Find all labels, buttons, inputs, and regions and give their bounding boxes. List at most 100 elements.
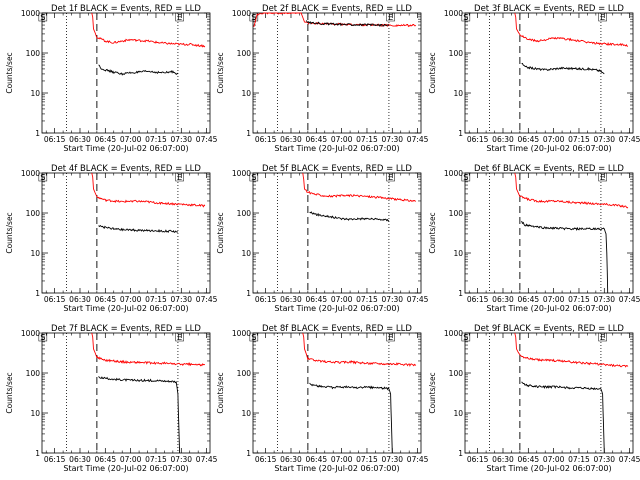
x-axis-label: Start Time (20-Jul-02 06:07:00)	[274, 144, 399, 153]
interval-marker-box	[249, 172, 259, 182]
x-tick-label: 06:15	[255, 295, 277, 304]
series-line-events	[521, 62, 605, 75]
x-tick-label: 06:15	[255, 455, 277, 464]
x-tick-label: 06:30	[280, 295, 302, 304]
y-tick-label: 1000	[21, 169, 40, 178]
interval-marker-box	[598, 332, 607, 342]
x-tick-label: 06:45	[95, 455, 117, 464]
x-tick-label: 06:45	[518, 295, 540, 304]
x-tick-label: 06:45	[306, 135, 328, 144]
interval-marker-label: S	[40, 173, 45, 182]
y-tick-label: 100	[26, 49, 41, 58]
x-axis-label: Start Time (20-Jul-02 06:07:00)	[63, 144, 188, 153]
x-tick-label: 07:00	[331, 295, 353, 304]
x-tick-label: 07:45	[619, 295, 640, 304]
panel-title: Det 1f BLACK = Events, RED = LLD	[51, 4, 201, 14]
x-axis-label: Start Time (20-Jul-02 06:07:00)	[486, 144, 611, 153]
detector-panel-6: Det 6f BLACK = Events, RED = LLD 1 10 100 10…	[428, 164, 640, 313]
x-tick-label: 07:00	[120, 295, 142, 304]
y-tick-label: 10	[241, 89, 251, 98]
y-tick-label: 1000	[444, 9, 463, 18]
interval-marker-label: E	[388, 333, 393, 342]
y-tick-label: 1	[246, 289, 251, 298]
interval-marker-box	[38, 332, 48, 342]
x-tick-label: 06:15	[44, 135, 66, 144]
series-line-events	[98, 225, 179, 234]
series-line-lld	[302, 172, 417, 202]
y-tick-label: 10	[30, 409, 40, 418]
y-axis-label: Counts/sec	[428, 372, 437, 413]
detector-panel-1: Det 1f BLACK = Events, RED = LLD 1 10 100 10…	[5, 4, 218, 153]
interval-marker-label: S	[463, 173, 468, 182]
x-tick-label: 07:15	[356, 455, 378, 464]
x-tick-label: 07:45	[196, 455, 218, 464]
y-tick-label: 100	[237, 369, 252, 378]
plot-frame	[41, 172, 211, 294]
x-tick-label: 07:45	[407, 455, 429, 464]
interval-marker-box	[386, 332, 395, 342]
x-tick-label: 07:15	[568, 295, 590, 304]
series-line-lld	[514, 172, 629, 209]
series-line-events	[98, 376, 181, 454]
x-axis-label: Start Time (20-Jul-02 06:07:00)	[274, 464, 399, 473]
x-tick-label: 07:30	[170, 135, 192, 144]
y-tick-label: 1	[458, 289, 463, 298]
interval-marker-box	[598, 172, 607, 182]
y-axis-label: Counts/sec	[216, 372, 225, 413]
plot-frame	[252, 172, 422, 294]
x-tick-label: 06:30	[69, 135, 91, 144]
series-line-lld	[514, 332, 629, 368]
x-tick-label: 07:30	[593, 455, 615, 464]
x-tick-label: 07:30	[170, 455, 192, 464]
x-tick-label: 07:45	[196, 135, 218, 144]
interval-marker-label: S	[40, 333, 45, 342]
y-tick-label: 10	[241, 249, 251, 258]
series-line-events	[521, 381, 605, 454]
interval-marker-box	[175, 12, 184, 22]
plot-frame	[252, 12, 422, 134]
x-tick-label: 07:30	[593, 135, 615, 144]
plot-frame	[252, 332, 422, 454]
interval-marker-label: E	[177, 333, 182, 342]
y-tick-label: 1000	[232, 169, 251, 178]
y-tick-label: 10	[241, 409, 251, 418]
series-line-events	[309, 382, 393, 454]
interval-marker-label: E	[388, 173, 393, 182]
y-tick-label: 1	[35, 289, 40, 298]
y-tick-label: 10	[30, 89, 40, 98]
interval-marker-label: E	[177, 173, 182, 182]
x-tick-label: 06:45	[95, 295, 117, 304]
x-tick-label: 07:15	[568, 455, 590, 464]
y-axis-label: Counts/sec	[428, 52, 437, 93]
x-tick-label: 07:45	[407, 295, 429, 304]
y-tick-label: 100	[449, 369, 464, 378]
y-tick-label: 1	[246, 129, 251, 138]
detector-panel-4: Det 4f BLACK = Events, RED = LLD 1 10 100 10…	[5, 164, 218, 313]
x-tick-label: 07:15	[145, 295, 167, 304]
interval-marker-label: S	[251, 173, 256, 182]
x-tick-label: 07:00	[120, 135, 142, 144]
y-axis-label: Counts/sec	[216, 52, 225, 93]
y-axis-label: Counts/sec	[216, 212, 225, 253]
series-line-events	[98, 64, 179, 76]
interval-marker-label: E	[600, 333, 605, 342]
interval-marker-box	[386, 172, 395, 182]
y-tick-label: 100	[237, 49, 252, 58]
x-axis-label: Start Time (20-Jul-02 06:07:00)	[63, 304, 188, 313]
x-tick-label: 06:30	[69, 295, 91, 304]
x-tick-label: 07:30	[381, 455, 403, 464]
plot-frame	[41, 12, 211, 134]
interval-marker-box	[461, 172, 471, 182]
y-tick-label: 1000	[21, 329, 40, 338]
interval-marker-label: E	[600, 173, 605, 182]
x-tick-label: 06:45	[518, 135, 540, 144]
x-tick-label: 07:00	[543, 295, 565, 304]
y-tick-label: 1000	[444, 169, 463, 178]
y-tick-label: 10	[30, 249, 40, 258]
panel-title: Det 2f BLACK = Events, RED = LLD	[262, 4, 412, 14]
x-tick-label: 06:45	[306, 295, 328, 304]
y-tick-label: 10	[453, 89, 463, 98]
x-axis-label: Start Time (20-Jul-02 06:07:00)	[274, 304, 399, 313]
y-tick-label: 1	[458, 129, 463, 138]
series-line-events	[309, 211, 390, 222]
